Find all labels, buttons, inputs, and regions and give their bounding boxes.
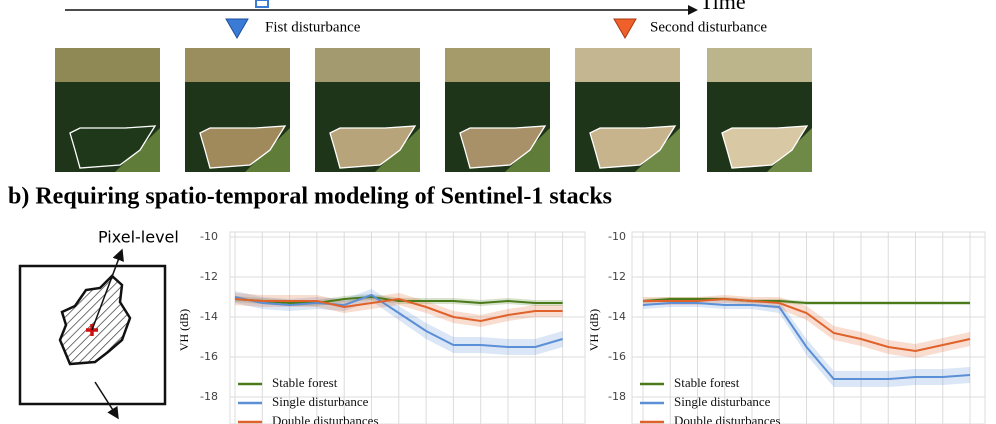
series-line xyxy=(642,302,971,380)
thumb-clearing xyxy=(721,125,809,169)
legend-label: Single disturbance xyxy=(674,394,771,409)
series-line xyxy=(234,297,563,323)
legend-label: Single disturbance xyxy=(272,394,369,409)
y-tick-label: -18 xyxy=(608,390,626,403)
event-marker xyxy=(613,18,637,39)
error-band xyxy=(235,289,563,355)
panel-title: b) Requiring spatio-temporal modeling of… xyxy=(8,184,612,210)
thumb-clearing xyxy=(69,125,157,169)
y-tick-label: -16 xyxy=(608,350,626,363)
series-line xyxy=(643,297,971,353)
legend-label: Stable forest xyxy=(272,375,338,390)
time-arrowhead xyxy=(688,5,698,15)
series-line xyxy=(234,293,563,348)
error-band xyxy=(643,295,970,358)
thumb-clearing xyxy=(459,125,547,169)
y-tick-label: -10 xyxy=(608,230,626,243)
plot-area xyxy=(631,231,986,424)
y-tick-label: -14 xyxy=(608,310,626,323)
legend-label: Double disturbances xyxy=(272,413,379,424)
legend-label: Double disturbances xyxy=(674,413,781,424)
legend-box xyxy=(255,0,269,8)
thumb-clearing xyxy=(589,125,677,169)
series-line xyxy=(642,298,970,304)
error-band xyxy=(643,299,970,387)
y-tick-label: -10 xyxy=(200,230,218,243)
pixel-label: Pixel-level xyxy=(98,228,179,247)
y-axis-label: VH (dB) xyxy=(587,309,601,351)
series-line xyxy=(234,295,563,305)
thumb-clearing xyxy=(329,125,417,169)
pixel-arrow xyxy=(91,248,124,331)
legend-label: Stable forest xyxy=(674,375,740,390)
event-marker xyxy=(225,18,249,39)
y-axis-label: VH (dB) xyxy=(177,309,191,351)
parcel-arrow xyxy=(94,381,119,420)
event-label: Second disturbance xyxy=(650,19,767,35)
y-tick-label: -12 xyxy=(608,270,626,283)
event-label: Fist disturbance xyxy=(265,19,361,35)
y-tick-label: -16 xyxy=(200,350,218,363)
time-label: Time xyxy=(700,0,746,14)
y-tick-label: -12 xyxy=(200,270,218,283)
y-tick-label: -18 xyxy=(200,390,218,403)
thumbnails xyxy=(55,48,812,172)
thumb-clearing xyxy=(199,125,287,169)
y-tick-label: -14 xyxy=(200,310,218,323)
